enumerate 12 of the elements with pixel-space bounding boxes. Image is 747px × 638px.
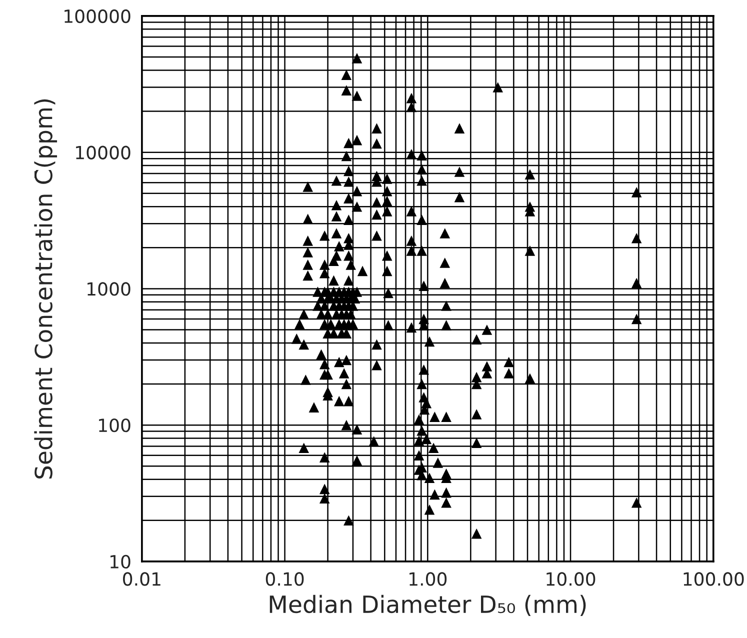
y-tick-label: 10 (110, 554, 130, 569)
x-tick-label: 0.10 (266, 572, 304, 586)
x-tick-label: 1.00 (410, 572, 447, 586)
y-tick-label: 100 (99, 418, 130, 432)
x-axis-title: Median Diameter D₅₀ (mm) (270, 594, 586, 616)
x-tick-label: 10.00 (546, 572, 596, 586)
x-tick-label: 0.01 (123, 572, 160, 586)
y-axis-title: Sediment Concentration C̄(ppm) (34, 99, 58, 479)
y-tick-label: 100000 (64, 9, 130, 24)
y-tick-label: 10000 (76, 146, 130, 160)
x-tick-label: 100.00 (684, 572, 744, 586)
y-tick-label: 1000 (88, 282, 130, 296)
